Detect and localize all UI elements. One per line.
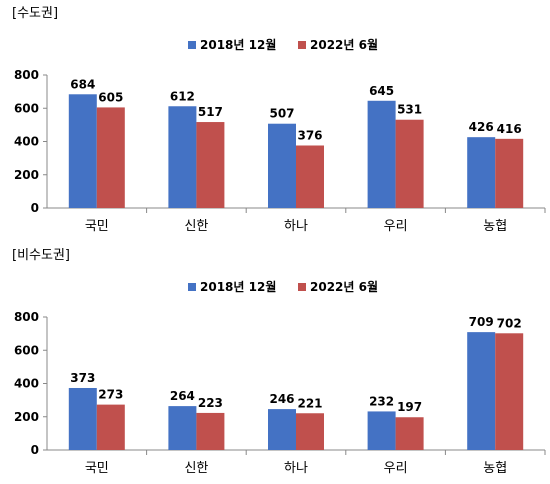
y-tick-label: 800 (14, 310, 39, 324)
legend-item-2: 2022년 6월 (298, 37, 378, 52)
data-label: 702 (497, 316, 522, 330)
bar (268, 123, 296, 208)
bar (196, 412, 225, 450)
legend-item-1: 2018년 12월 (188, 279, 276, 294)
y-tick-label: 600 (14, 101, 39, 115)
bar (495, 333, 524, 450)
data-label: 531 (397, 103, 422, 117)
bar (367, 411, 396, 450)
x-tick-label: 국민 (85, 461, 109, 476)
x-tick-label: 우리 (384, 461, 408, 476)
data-label: 264 (170, 389, 195, 403)
data-label: 273 (98, 388, 123, 402)
y-tick-label: 200 (14, 168, 39, 182)
legend: 2018년 12월 2022년 6월 (188, 279, 378, 294)
x-tick-label: 신한 (184, 219, 208, 234)
x-tick-label: 신한 (184, 461, 208, 476)
legend-label: 2022년 6월 (310, 37, 378, 52)
bar (467, 137, 496, 208)
bar (196, 122, 225, 208)
x-tick-label: 하나 (284, 219, 308, 234)
x-tick-label: 우리 (384, 219, 408, 234)
x-tick-label: 국민 (85, 219, 109, 234)
y-tick-label: 0 (31, 201, 39, 215)
data-label: 376 (297, 128, 322, 142)
bar (96, 107, 125, 208)
y-tick-label: 800 (14, 68, 39, 82)
legend-label: 2018년 12월 (200, 279, 276, 294)
data-label: 684 (70, 77, 95, 91)
data-label: 246 (269, 392, 294, 406)
legend-item-2: 2022년 6월 (298, 279, 378, 294)
data-label: 223 (198, 396, 223, 410)
data-label: 221 (297, 396, 322, 410)
bar (296, 413, 324, 450)
y-tick-label: 200 (14, 410, 39, 424)
y-tick-label: 0 (31, 443, 39, 457)
legend-swatch (298, 41, 306, 49)
legend-item-1: 2018년 12월 (188, 37, 276, 52)
bar (168, 406, 197, 450)
bar (68, 94, 97, 208)
x-tick-label: 농협 (483, 219, 507, 234)
legend-swatch (298, 283, 306, 291)
legend-swatch (188, 41, 196, 49)
data-label: 232 (369, 394, 394, 408)
legend: 2018년 12월 2022년 6월 (188, 37, 378, 52)
chart-2-title: [비수도권] (12, 248, 70, 263)
bar (467, 332, 496, 450)
data-label: 645 (369, 84, 394, 98)
data-label: 605 (98, 90, 123, 104)
bar (367, 100, 396, 208)
data-label: 507 (269, 107, 294, 121)
data-label: 612 (170, 89, 195, 103)
legend-swatch (188, 283, 196, 291)
data-label: 416 (497, 122, 522, 136)
data-label: 373 (70, 371, 95, 385)
y-tick-label: 400 (14, 135, 39, 149)
chart-1-title: [수도권] (12, 6, 59, 21)
data-label: 709 (469, 315, 494, 329)
legend-label: 2022년 6월 (310, 279, 378, 294)
data-label: 197 (397, 400, 422, 414)
bar (495, 138, 524, 208)
bar (296, 145, 324, 208)
bar (268, 409, 296, 450)
bar (395, 417, 424, 450)
y-tick-label: 400 (14, 377, 39, 391)
bar (96, 404, 125, 450)
bar (168, 106, 197, 208)
x-tick-label: 하나 (284, 461, 308, 476)
legend-label: 2018년 12월 (200, 37, 276, 52)
bar (395, 119, 424, 208)
x-tick-label: 농협 (483, 461, 507, 476)
data-label: 517 (198, 105, 223, 119)
y-tick-label: 600 (14, 343, 39, 357)
data-label: 426 (469, 120, 494, 134)
bar (68, 387, 97, 450)
